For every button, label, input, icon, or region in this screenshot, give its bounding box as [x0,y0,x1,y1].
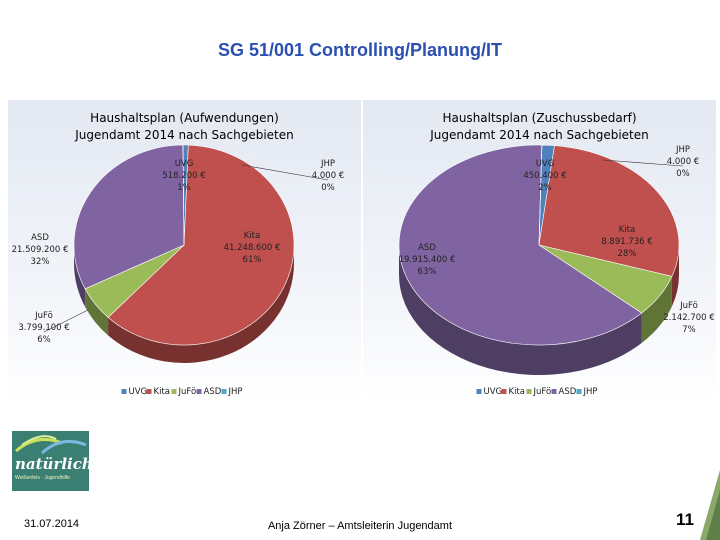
corner-decoration [700,470,720,540]
data-label-uvg-name: UVG [175,159,194,169]
legend-swatch-kita [146,389,152,394]
data-label-uvg-percent: 2% [538,183,552,193]
legend-label-jufö: JuFö [533,387,552,397]
chart-zuschussbedarf: Haushaltsplan (Zuschussbedarf) Jugendamt… [363,100,716,400]
data-label-uvg-value: 518.200 € [162,171,205,181]
legend-label-kita: Kita [154,387,170,397]
pie-side-jufö [85,288,109,336]
data-label-jufö-value: 2.142.700 € [663,313,714,323]
data-label-jufö-percent: 7% [682,325,696,335]
pie-slice-asd [73,144,185,290]
slide-date: 31.07.2014 [24,518,80,530]
data-label-jufö-value: 3.799.100 € [18,323,69,333]
pie-slice-jhp [538,144,543,246]
pie-chart-aufwendungen: UVG 518.200 € 1% Kita 41.248.600 € 61% JuFö 3.7… [12,144,344,397]
slide-footer: Anja Zörner – Amtsleiterin Jugendamt [267,520,453,532]
slide-title: SG 51/001 Controlling/Planung/IT [217,40,503,60]
data-label-jhp-name: JHP [320,159,335,169]
legend-swatch-kita [501,389,507,394]
chart-title-line-1: Haushaltsplan (Zuschussbedarf) [442,111,637,125]
pie-side-kita [671,245,679,307]
legend-label-asd: ASD [204,387,222,397]
data-label-jhp-percent: 0% [676,169,690,179]
logo-text: natürlich! [15,455,89,473]
data-label-asd-value: 21.509.200 € [12,245,69,255]
page-number: 11 [676,510,694,529]
legend-swatch-uvg [476,389,482,394]
data-label-uvg-name: UVG [536,159,555,169]
logo-subtext: Weißenfels · Jugendhilfe [15,475,70,481]
legend-label-jufö: JuFö [178,387,197,397]
chart-aufwendungen: Haushaltsplan (Aufwendungen) Jugendamt 2… [8,100,361,400]
legend-swatch-jufö [526,389,532,394]
data-label-asd-name: ASD [418,243,436,253]
data-label-jhp-percent: 0% [321,183,335,193]
data-label-uvg-value: 450.400 € [523,171,566,181]
pie-side-jufö [641,276,672,344]
pie-side-asd [74,245,86,307]
pie-slice-kita [538,145,680,277]
data-label-asd-value: 19.915.400 € [399,255,456,265]
chart-title-line-1: Haushaltsplan (Aufwendungen) [90,111,279,125]
leader-line-jhp [602,159,684,167]
data-label-asd-percent: 63% [418,267,437,277]
pie-slice-asd [398,144,643,346]
chart-title-line-2: Jugendamt 2014 nach Sachgebieten [430,128,649,142]
legend-swatch-uvg [121,389,127,394]
data-label-uvg-percent: 1% [177,183,191,193]
data-label-asd-name: ASD [31,233,49,243]
legend-swatch-asd [551,389,557,394]
pie-slice-kita [107,144,295,346]
chart-title: Haushaltsplan (Aufwendungen) Jugendamt 2… [8,110,361,144]
data-label-jufö-name: JuFö [679,301,698,311]
legend-swatch-asd [196,389,202,394]
legend-label-asd: ASD [559,387,577,397]
legend-label-uvg: UVG [484,387,503,397]
pie-chart-zuschussbedarf: UVG 450.400 € 2% Kita 8.891.736 € 28% JuFö 2.14… [398,144,715,397]
legend-swatch-jufö [171,389,177,394]
data-label-asd-percent: 32% [31,257,50,267]
legend-label-jhp: JHP [583,387,598,397]
leader-line-jhp [241,164,329,181]
data-label-kita-value: 8.891.736 € [601,237,652,247]
legend-label-kita: Kita [509,387,525,397]
leader-line-jufö [43,309,89,333]
data-label-jhp-value: 4.000 € [312,171,344,181]
data-label-kita-percent: 28% [618,249,637,259]
data-label-jufö-percent: 6% [37,335,51,345]
logo-swirl-icon [15,435,87,455]
data-label-jhp-name: JHP [675,145,690,155]
chart-title-line-2: Jugendamt 2014 nach Sachgebieten [75,128,294,142]
data-label-kita-value: 41.248.600 € [224,243,281,253]
pie-side-kita [108,245,294,363]
legend-label-uvg: UVG [129,387,148,397]
pie-slice-jhp [182,144,185,246]
data-label-kita-name: Kita [244,231,260,241]
data-label-jhp-value: 4.000 € [667,157,699,167]
pie-side-asd [399,245,642,375]
legend-swatch-jhp [221,389,227,394]
data-label-jufö-name: JuFö [34,311,53,321]
legend-label-jhp: JHP [228,387,243,397]
chart-title: Haushaltsplan (Zuschussbedarf) Jugendamt… [363,110,716,144]
data-label-kita-percent: 61% [243,255,262,265]
data-label-kita-name: Kita [619,225,635,235]
legend-swatch-jhp [576,389,582,394]
logo: natürlich! Weißenfels · Jugendhilfe [12,431,89,491]
